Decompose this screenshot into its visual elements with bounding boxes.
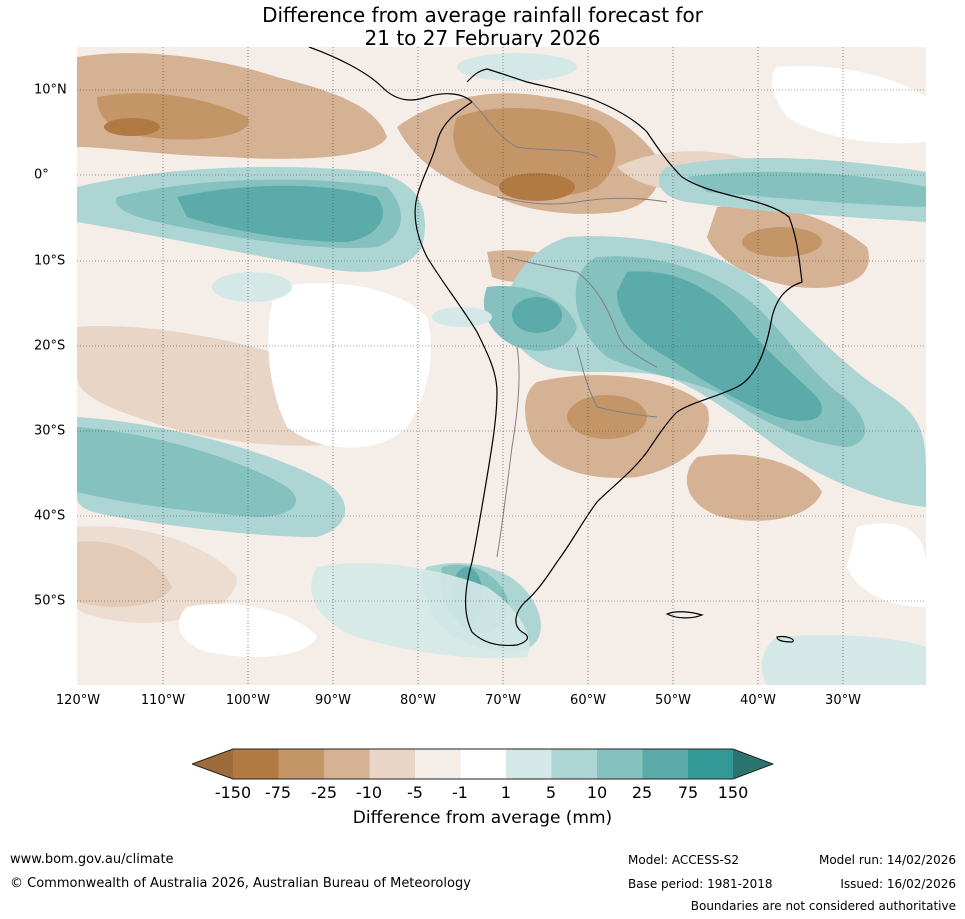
- lon-label-120w: 120°W: [55, 693, 101, 708]
- lat-label-10n: 10°N: [34, 82, 67, 98]
- colorbar-swatch: [597, 749, 643, 779]
- colorbar-swatch: [324, 749, 370, 779]
- footer-model-run: Model run: 14/02/2026: [818, 853, 956, 867]
- colorbar-arrow-high: [733, 749, 773, 779]
- colorbar-tick: -5: [407, 783, 423, 802]
- colorbar-tick: 1: [500, 783, 512, 802]
- footer-url[interactable]: www.bom.gov.au/climate: [10, 852, 174, 867]
- lon-label-60w: 60°W: [570, 693, 606, 708]
- lon-label-80w: 80°W: [400, 693, 436, 708]
- colorbar-swatch: [688, 749, 733, 779]
- colorbar-tick: 25: [631, 783, 653, 802]
- colorbar-tick: -1: [452, 783, 468, 802]
- title-line-1: Difference from average rainfall forecas…: [262, 3, 703, 27]
- footer-disclaimer: Boundaries are not considered authoritat…: [690, 899, 956, 913]
- colorbar: [192, 748, 774, 780]
- map-canvas: [77, 47, 926, 685]
- footer-base-period: Base period: 1981-2018: [628, 877, 773, 891]
- near-normal-areas: [178, 66, 926, 657]
- colorbar-swatch: [369, 749, 415, 779]
- colorbar-outline: [192, 748, 774, 780]
- lon-label-100w: 100°W: [225, 693, 271, 708]
- map-title: Difference from average rainfall forecas…: [0, 4, 965, 50]
- colorbar-tick: 75: [677, 783, 699, 802]
- colorbar-arrow-low: [192, 749, 233, 779]
- colorbar-swatch: [278, 749, 324, 779]
- footer-issued: Issued: 16/02/2026: [840, 877, 956, 891]
- colorbar-tick: -75: [264, 783, 292, 802]
- wet-anomaly-areas: [77, 53, 926, 685]
- colorbar-swatch: [506, 749, 552, 779]
- lat-label-20s: 20°S: [34, 338, 66, 354]
- colorbar-tick: 5: [545, 783, 557, 802]
- lat-label-30s: 30°S: [34, 423, 66, 439]
- colorbar-swatch: [551, 749, 597, 779]
- colorbar-tick: -10: [355, 783, 383, 802]
- colorbar-tick: 150: [717, 783, 749, 802]
- lon-label-90w: 90°W: [315, 693, 351, 708]
- graticule: [77, 47, 926, 685]
- lon-label-50w: 50°W: [655, 693, 691, 708]
- footer-model: Model: ACCESS-S2: [628, 853, 740, 867]
- title-line-2: 21 to 27 February 2026: [364, 26, 601, 50]
- colorbar-swatch: [642, 749, 688, 779]
- colorbar-tick: -25: [310, 783, 338, 802]
- lon-label-30w: 30°W: [825, 693, 861, 708]
- colorbar-tick: 10: [586, 783, 608, 802]
- colorbar-title: Difference from average (mm): [352, 808, 613, 828]
- country-borders: [471, 101, 668, 558]
- lat-label-40s: 40°S: [34, 508, 66, 524]
- lon-label-110w: 110°W: [140, 693, 186, 708]
- lon-label-70w: 70°W: [485, 693, 521, 708]
- lon-label-40w: 40°W: [740, 693, 776, 708]
- colorbar-swatch: [233, 749, 279, 779]
- lat-label-10s: 10°S: [34, 253, 66, 269]
- lat-label-50s: 50°S: [34, 593, 66, 609]
- footer-copyright: © Commonwealth of Australia 2026, Austra…: [10, 876, 471, 891]
- coastlines: [308, 47, 803, 647]
- rainfall-map: [77, 47, 926, 685]
- colorbar-swatch: [460, 749, 506, 779]
- colorbar-swatch: [415, 749, 461, 779]
- colorbar-tick: -150: [214, 783, 252, 802]
- lat-label-0: 0°: [34, 167, 49, 183]
